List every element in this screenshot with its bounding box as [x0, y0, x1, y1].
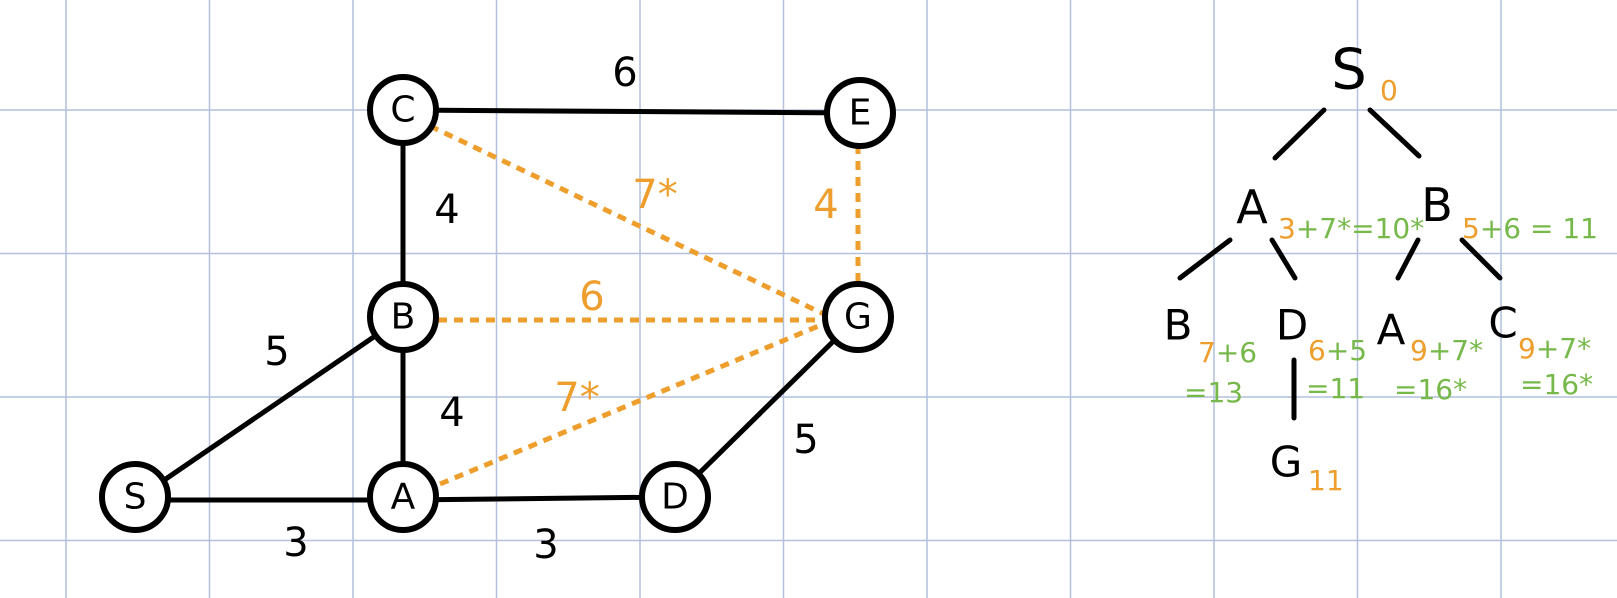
tree-l2-a-line2: =16* — [1394, 373, 1467, 406]
tree-l2-b-cost-line1: 7+6 — [1198, 336, 1257, 369]
tree-l1-a-h: 3 — [1278, 212, 1296, 245]
tree-l1-b-h: 5 — [1462, 212, 1480, 245]
edge-a-d — [400, 494, 678, 503]
tree-l2-c-label: C — [1488, 299, 1517, 348]
edge-s-b — [132, 314, 406, 503]
node-b: B — [367, 281, 439, 353]
tree-l3-g-cost: 11 — [1308, 464, 1344, 497]
tree-l2-b-label: B — [1164, 301, 1193, 350]
tree-l2-d-line1: +5 — [1326, 334, 1367, 367]
heuristic-c-g: 7* — [632, 172, 677, 218]
tree-l2-c-line2: =16* — [1520, 368, 1593, 401]
tree-l2-d-line2: =11 — [1306, 372, 1365, 405]
tree-line-s-a — [1272, 107, 1327, 161]
tree-l2-a-line1: +7* — [1428, 334, 1483, 367]
tree-line-a-d — [1269, 237, 1298, 281]
node-c-label: C — [390, 90, 415, 131]
tree-l1-a-cost: 3+7*=10* — [1278, 212, 1424, 245]
heuristic-e-g: 4 — [813, 182, 838, 228]
tree-l1-b-cost: 5+6 = 11 — [1462, 212, 1598, 245]
weight-a-d: 3 — [533, 522, 558, 568]
edge-d-g — [672, 314, 861, 500]
node-d-label: D — [661, 477, 689, 518]
tree-line-b-a — [1395, 237, 1421, 281]
tree-l1-b-rest: +6 = 11 — [1480, 212, 1598, 245]
tree-l2-d-h: 6 — [1308, 334, 1326, 367]
tree-l2-b-h: 7 — [1198, 336, 1216, 369]
tree-root-label: S — [1331, 38, 1367, 103]
weight-a-b: 4 — [439, 390, 464, 436]
heuristic-edge-a-g — [439, 319, 829, 487]
tree-root-cost: 0 — [1380, 74, 1398, 107]
node-a: A — [367, 461, 439, 533]
tree-l2-b-line1: +6 — [1216, 336, 1257, 369]
node-g-label: G — [844, 297, 872, 338]
tree-l2-a-h: 9 — [1410, 334, 1428, 367]
tree-line-a-b — [1177, 237, 1233, 281]
tree-l1-b-label: B — [1421, 178, 1453, 232]
heuristic-edge-c-g — [428, 123, 832, 320]
tree-l2-c-cost-line1: 9+7* — [1518, 332, 1591, 365]
node-s: S — [99, 461, 171, 533]
tree-l1-a-rest: +7*=10* — [1296, 212, 1424, 245]
graph-nodes: S A B C D E G — [99, 74, 896, 533]
tree-l2-a-label: A — [1377, 306, 1406, 355]
node-a-label: A — [391, 477, 416, 518]
tree-l3-g-label: G — [1270, 438, 1303, 487]
node-e-label: E — [849, 93, 872, 134]
tree-l1-a-label: A — [1236, 180, 1268, 234]
heuristic-b-g: 6 — [579, 274, 604, 320]
tree-l2-d-label: D — [1276, 301, 1308, 350]
weight-b-c: 4 — [434, 187, 459, 233]
tree-l2-c-h: 9 — [1518, 332, 1536, 365]
weight-c-e: 6 — [612, 50, 637, 96]
node-e: E — [824, 77, 896, 149]
node-c: C — [367, 74, 439, 146]
edge-weight-labels: 3 5 4 4 6 3 5 — [264, 50, 818, 568]
weight-s-a: 3 — [283, 520, 308, 566]
weight-s-b: 5 — [264, 329, 289, 375]
tree-l2-b-line2: =13 — [1184, 376, 1243, 409]
tree-l2-d-cost-line1: 6+5 — [1308, 334, 1367, 367]
node-b-label: B — [391, 297, 416, 338]
tree-line-b-c — [1459, 237, 1503, 281]
node-d: D — [639, 461, 711, 533]
node-s-label: S — [124, 477, 147, 518]
heuristic-labels: 7* 4 6 7* — [554, 172, 838, 421]
edge-c-e — [400, 107, 863, 116]
graph-edges — [132, 107, 863, 503]
node-g: G — [822, 281, 894, 353]
heuristic-edges — [428, 123, 861, 487]
search-tree-nodes: S 0 A 3+7*=10* B 5+6 = 11 B 7+6 =13 D 6+… — [1164, 38, 1598, 498]
tree-line-s-b — [1367, 107, 1422, 159]
tree-l2-c-line1: +7* — [1536, 332, 1591, 365]
weight-d-g: 5 — [793, 417, 818, 463]
heuristic-a-g: 7* — [554, 375, 599, 421]
search-tree-lines — [1177, 107, 1503, 421]
tree-l2-a-cost-line1: 9+7* — [1410, 334, 1483, 367]
